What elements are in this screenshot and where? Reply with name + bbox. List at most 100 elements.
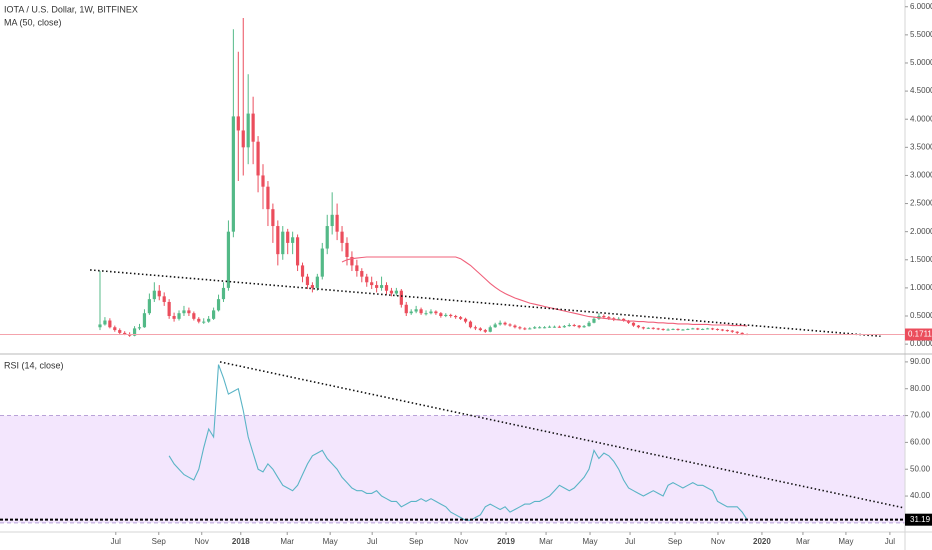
candle-body [212, 310, 216, 319]
candle-body [182, 310, 186, 314]
candle-body [636, 325, 641, 328]
candle-body [221, 287, 226, 300]
candle-body [266, 186, 270, 210]
candle-body [735, 331, 739, 333]
candle-body [236, 116, 240, 131]
candle-body [454, 316, 458, 318]
candle-body [592, 318, 596, 323]
candle-body [547, 326, 552, 328]
candle-body [305, 276, 310, 286]
x-tick-label: Nov [454, 537, 468, 546]
candle-body [345, 242, 349, 257]
candle-body [631, 322, 636, 326]
candle-body [730, 330, 734, 332]
candle-body [686, 328, 690, 330]
x-tick-label: Sep [409, 537, 424, 546]
chart-title: IOTA / U.S. Dollar, 1W, BITFINEX [4, 4, 138, 14]
candle-body [113, 327, 117, 331]
candle-body [463, 318, 468, 322]
candle-body [370, 282, 374, 286]
candle-body [538, 327, 542, 329]
candle-body [197, 318, 201, 322]
series-line [341, 256, 748, 327]
candle-body [375, 285, 379, 288]
x-tick-label: Nov [195, 537, 209, 546]
candle-body [473, 327, 478, 329]
candle-body [518, 327, 522, 329]
candle-body [379, 285, 384, 288]
indicator-label: MA (50, close) [4, 17, 62, 27]
x-tick-label: Jul [885, 537, 895, 546]
candle-body [488, 327, 492, 332]
y-tick-label: 2.5000 [910, 199, 932, 208]
candle-body [602, 316, 606, 318]
candle-body [617, 318, 621, 320]
candle-body [710, 328, 715, 330]
candle-body [587, 322, 591, 327]
x-tick-label: Sep [152, 537, 167, 546]
y-tick-label: 0.5000 [910, 311, 932, 320]
candle-body [528, 328, 532, 330]
candle-body [557, 326, 562, 328]
y-tick-label: 70.00 [910, 411, 931, 420]
candle-body [577, 325, 581, 328]
candle-body [696, 328, 700, 330]
candle-body [256, 141, 260, 176]
candle-body [424, 313, 428, 315]
candle-body [661, 328, 665, 330]
candle-body [449, 314, 453, 317]
candle-body [562, 326, 566, 328]
candle-body [567, 325, 571, 327]
candle-body [681, 329, 685, 331]
y-tick-label: 5.5000 [910, 30, 932, 39]
candle-body [641, 327, 645, 329]
candle-body [271, 209, 275, 227]
candle-body [705, 328, 710, 330]
candle-body [137, 327, 142, 329]
x-tick-label: Nov [711, 537, 725, 546]
x-tick-label: 2018 [232, 537, 250, 546]
y-tick-label: 3.5000 [910, 142, 932, 151]
y-tick-label: 50.00 [910, 464, 931, 473]
candle-body [646, 327, 650, 329]
y-tick-label: 60.00 [910, 437, 931, 446]
candle-body [389, 290, 394, 294]
candle-body [310, 285, 315, 288]
candle-body [409, 311, 413, 314]
x-tick-label: Mar [539, 537, 553, 546]
candle-body [276, 226, 280, 255]
last-value-box [905, 513, 932, 526]
candle-body [216, 299, 221, 311]
trendline [219, 361, 906, 509]
candle-body [330, 214, 334, 227]
candle-body [676, 328, 680, 330]
candle-body [533, 327, 537, 329]
candle-body [152, 290, 156, 300]
rsi-band [0, 415, 905, 523]
candle-body [701, 328, 705, 330]
candle-body [444, 314, 448, 317]
candle-body [147, 299, 151, 314]
indicator-label: RSI (14, close) [4, 360, 64, 370]
candle-body [542, 327, 547, 329]
candle-body [246, 113, 250, 148]
candle-body [493, 324, 497, 328]
candle-body [315, 276, 319, 288]
x-tick-label: May [838, 537, 853, 546]
candle-body [98, 324, 102, 328]
candle-body [394, 290, 398, 294]
y-tick-label: 40.00 [910, 491, 931, 500]
candle-body [192, 313, 196, 319]
candle-body [167, 301, 171, 317]
x-tick-label: Jul [111, 537, 121, 546]
candle-body [157, 290, 161, 297]
candle-body [666, 329, 670, 331]
candle-body [123, 332, 127, 335]
candle-body [508, 324, 512, 326]
x-tick-label: 2019 [497, 537, 515, 546]
candle-body [300, 265, 305, 277]
